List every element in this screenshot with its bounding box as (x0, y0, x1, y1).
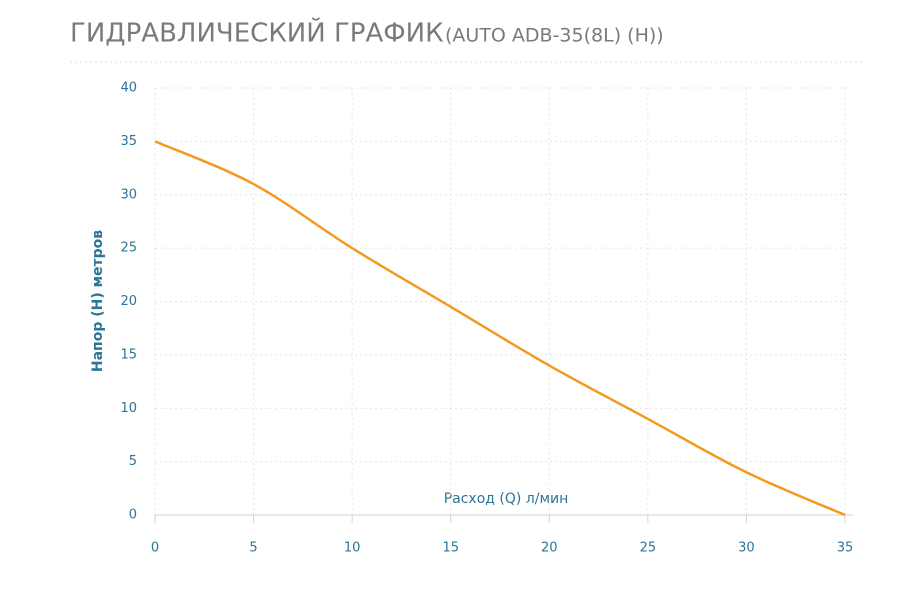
y-tick-label: 25 (120, 241, 137, 256)
y-axis-label: Напор (H) метров (90, 230, 106, 372)
x-tick-label: 15 (442, 541, 459, 556)
x-axis-label: Расход (Q) л/мин (444, 491, 569, 507)
y-tick-label: 40 (120, 81, 137, 96)
x-tick-label: 0 (151, 541, 159, 556)
y-tick-label: 15 (120, 347, 137, 362)
x-tick-label: 30 (738, 541, 755, 556)
x-tick-label: 25 (640, 541, 657, 556)
series-line (154, 140, 846, 517)
x-tick-label: 5 (249, 541, 257, 556)
y-tick-label: 10 (120, 401, 137, 416)
chart-title: ГИДРАВЛИЧЕСКИЙ ГРАФИК (70, 17, 444, 49)
y-tick-label: 35 (120, 134, 137, 149)
y-tick-label: 0 (129, 508, 137, 523)
y-tick-label: 20 (120, 294, 137, 309)
x-tick-label: 20 (541, 541, 558, 556)
x-tick-label: 10 (344, 541, 361, 556)
chart-subtitle: (AUTO ADB-35(8L) (H)) (445, 25, 664, 47)
y-tick-label: 5 (129, 454, 137, 469)
y-tick-label: 30 (120, 187, 137, 202)
x-tick-label: 35 (837, 541, 854, 556)
